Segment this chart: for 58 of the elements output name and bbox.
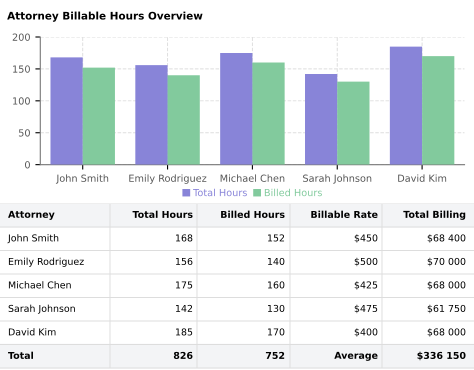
text: 140 — [268, 258, 284, 265]
text: 152 — [268, 234, 284, 242]
bar — [50, 57, 83, 165]
y-tick-label: 100 — [13, 97, 30, 105]
text: $400 — [354, 328, 378, 337]
chart-title: Attorney Billable Hours Overview — [7, 12, 203, 22]
y-tick-label: 150 — [13, 65, 30, 73]
text: Michael Chen — [8, 281, 71, 288]
text: Sarah Johnson — [8, 304, 75, 314]
bar — [422, 56, 454, 165]
bar — [220, 52, 252, 165]
text: 130 — [268, 304, 284, 312]
bar — [305, 74, 338, 165]
text: 826 — [174, 352, 192, 359]
text: Emily Rodriguez — [8, 258, 84, 267]
text: Total — [8, 352, 34, 359]
y-tick-label: 50 — [18, 129, 30, 137]
text: $70 000 — [428, 258, 466, 266]
text: 170 — [268, 328, 284, 336]
bar — [337, 82, 370, 165]
text: Attorney — [8, 210, 55, 220]
bar — [168, 75, 200, 165]
text: $475 — [354, 304, 378, 314]
text: Total Hours — [132, 210, 193, 218]
text: 185 — [176, 328, 192, 336]
bar — [82, 68, 115, 165]
text: $336 150 — [417, 352, 466, 360]
text: 160 — [268, 281, 284, 288]
text: $68 400 — [428, 234, 466, 243]
text: Billed Hours — [221, 210, 285, 218]
text: 142 — [176, 304, 192, 312]
text: Average — [334, 352, 378, 361]
text: $450 — [354, 234, 378, 243]
x-tick-label: John Smith — [56, 174, 108, 184]
bar — [390, 46, 422, 165]
bar — [135, 65, 168, 165]
text: $500 — [354, 258, 378, 266]
text: 175 — [176, 281, 192, 288]
text: $68 000 — [428, 328, 466, 337]
text: 168 — [176, 234, 192, 242]
bar — [252, 62, 285, 165]
text: $425 — [354, 281, 378, 290]
text: 156 — [176, 258, 192, 265]
x-tick-label: Emily Rodriguez — [129, 174, 206, 184]
text: John Smith — [8, 234, 58, 244]
text: Total Billing — [403, 210, 466, 220]
x-tick-label: Michael Chen — [220, 174, 284, 182]
legend-label: Billed Hours — [264, 188, 322, 196]
legend-label: Total Hours — [193, 188, 247, 196]
y-tick-label: 200 — [12, 33, 30, 41]
text: David Kim — [8, 328, 56, 336]
text: 752 — [266, 352, 284, 359]
x-tick-label: David Kim — [398, 174, 446, 182]
x-tick-label: Sarah Johnson — [303, 174, 372, 184]
y-tick-label: 0 — [25, 161, 30, 168]
text: $61 750 — [428, 304, 466, 314]
text: $68 000 — [428, 281, 466, 290]
text: Billable Rate — [311, 210, 378, 218]
